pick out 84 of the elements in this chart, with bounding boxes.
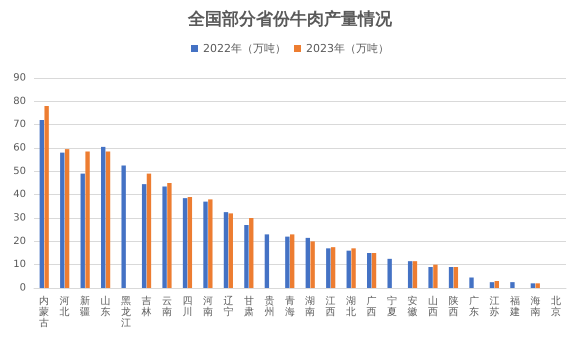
bar xyxy=(85,152,90,288)
y-tick-label: 60 xyxy=(13,142,26,154)
x-tick-label: 山东 xyxy=(100,295,111,318)
bar xyxy=(530,283,536,288)
bar xyxy=(188,197,192,288)
bar xyxy=(367,253,372,288)
y-tick-label: 30 xyxy=(13,212,26,224)
x-tick-label: 湖北 xyxy=(346,295,356,318)
bar xyxy=(346,250,351,288)
x-tick-label: 江西 xyxy=(326,295,336,318)
x-tick-label: 湖南 xyxy=(305,295,316,318)
x-tick-label: 辽宁 xyxy=(223,295,234,318)
x-tick-label: 陕西 xyxy=(448,295,458,318)
bar xyxy=(249,218,254,288)
bar xyxy=(60,152,64,288)
x-tick-label: 黑龙江 xyxy=(121,296,132,329)
bar xyxy=(264,234,270,288)
bar xyxy=(448,267,454,288)
x-tick-label: 宁夏 xyxy=(387,295,398,318)
x-tick-label: 河南 xyxy=(202,295,213,318)
x-tick-label: 山西 xyxy=(428,295,438,318)
bar xyxy=(412,261,418,288)
legend-label: 2022年（万吨） xyxy=(203,42,286,55)
bar xyxy=(106,152,110,288)
x-tick-label: 海南 xyxy=(530,295,540,318)
bar xyxy=(408,261,412,288)
x-tick-label: 甘肃 xyxy=(244,295,254,318)
y-tick-label: 70 xyxy=(13,119,26,130)
bar xyxy=(162,186,167,288)
bar xyxy=(494,281,499,288)
bar xyxy=(454,267,458,288)
bar xyxy=(142,184,146,288)
x-tick-label: 吉林 xyxy=(140,295,152,318)
x-tick-label: 贵州 xyxy=(264,295,274,318)
bar xyxy=(121,166,126,288)
bar xyxy=(208,199,213,288)
bar xyxy=(285,236,290,288)
bar xyxy=(101,146,106,288)
bar xyxy=(290,234,294,288)
x-tick-label: 广西 xyxy=(366,295,377,318)
bar xyxy=(182,198,188,288)
bar xyxy=(224,212,228,288)
bar xyxy=(387,258,392,288)
bar xyxy=(326,248,330,288)
bar xyxy=(469,278,474,288)
bar xyxy=(510,282,515,288)
bar xyxy=(310,241,315,288)
bar xyxy=(244,225,249,288)
chart-title: 全国部分省份牛肉产量情况 xyxy=(187,10,393,30)
x-tick-label: 广东 xyxy=(468,295,479,318)
bar xyxy=(330,247,336,288)
bar xyxy=(80,174,85,288)
x-tick-label: 四川 xyxy=(182,296,192,318)
bar xyxy=(40,120,44,288)
x-tick-label: 青海 xyxy=(284,295,295,318)
x-tick-label: 福建 xyxy=(508,295,520,318)
bar xyxy=(433,264,438,288)
x-tick-label: 北京 xyxy=(550,295,561,318)
x-tick-label: 河北 xyxy=(60,295,70,318)
y-tick-label: 90 xyxy=(13,72,26,84)
bar xyxy=(306,238,310,288)
y-tick-label: 80 xyxy=(13,96,26,107)
bar xyxy=(536,283,540,288)
bar xyxy=(490,282,494,288)
bar xyxy=(44,106,49,288)
x-tick-label: 安徽 xyxy=(408,295,418,318)
bar xyxy=(203,202,208,288)
y-tick-label: 20 xyxy=(13,236,26,247)
y-tick-label: 0 xyxy=(20,282,26,294)
x-tick-label: 新疆 xyxy=(80,295,90,318)
bar xyxy=(167,183,172,288)
y-tick-label: 10 xyxy=(13,259,26,270)
bar xyxy=(64,149,70,288)
bar xyxy=(428,267,433,288)
x-tick-label: 云南 xyxy=(162,296,172,318)
y-tick-label: 50 xyxy=(13,166,26,177)
x-tick-label: 内蒙古 xyxy=(39,295,50,329)
bar xyxy=(372,253,376,288)
legend-label: 2023年（万吨） xyxy=(306,42,389,55)
bar xyxy=(228,213,233,288)
y-tick-label: 40 xyxy=(13,189,26,200)
bar xyxy=(146,174,152,288)
bar xyxy=(351,248,356,288)
x-tick-label: 江苏 xyxy=(489,295,500,318)
